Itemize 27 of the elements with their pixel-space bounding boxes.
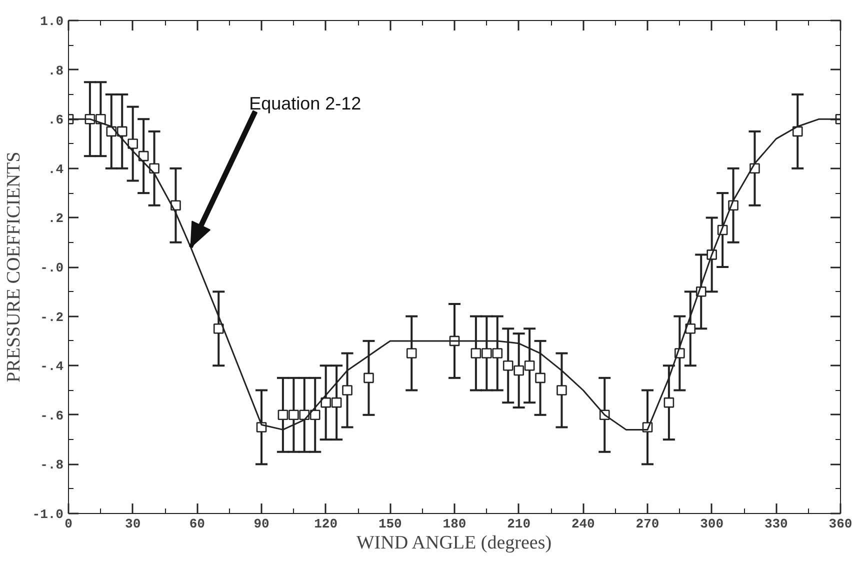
y-tick-label: -.0 (40, 260, 64, 276)
x-axis-title: WIND ANGLE (degrees) (356, 532, 552, 554)
y-tick-label: 1.0 (40, 14, 64, 29)
y-tick-label: -1.0 (32, 507, 64, 522)
y-axis-title: PRESSURE COEFFICIENTS (3, 152, 24, 382)
y-tick-label: -.4 (40, 359, 64, 374)
x-tick-label: 330 (764, 516, 788, 532)
x-tick-label: 60 (189, 516, 206, 532)
y-tick-label: .8 (48, 63, 64, 78)
x-tick-label: 180 (442, 516, 466, 532)
x-tick-label: 120 (314, 516, 338, 532)
x-tick-label: 150 (378, 516, 402, 532)
x-tick-label: 360 (828, 516, 852, 532)
y-tick-label: .2 (48, 211, 64, 226)
y-tick-label: -.8 (40, 458, 64, 473)
y-tick-label: .4 (48, 162, 64, 177)
x-tick-label: 210 (507, 516, 531, 532)
x-tick-label: 300 (700, 516, 724, 532)
x-tick-label: 270 (636, 516, 660, 532)
y-tick-label: .6 (48, 112, 64, 128)
x-tick-label: 90 (254, 516, 270, 532)
y-tick-label: -.2 (40, 310, 64, 325)
x-tick-label: 0 (64, 516, 73, 532)
x-tick-label: 30 (125, 516, 141, 532)
annotation: Equation 2-12 (249, 94, 362, 114)
x-tick-label: 240 (571, 516, 596, 532)
y-tick-label: -.6 (40, 408, 64, 424)
